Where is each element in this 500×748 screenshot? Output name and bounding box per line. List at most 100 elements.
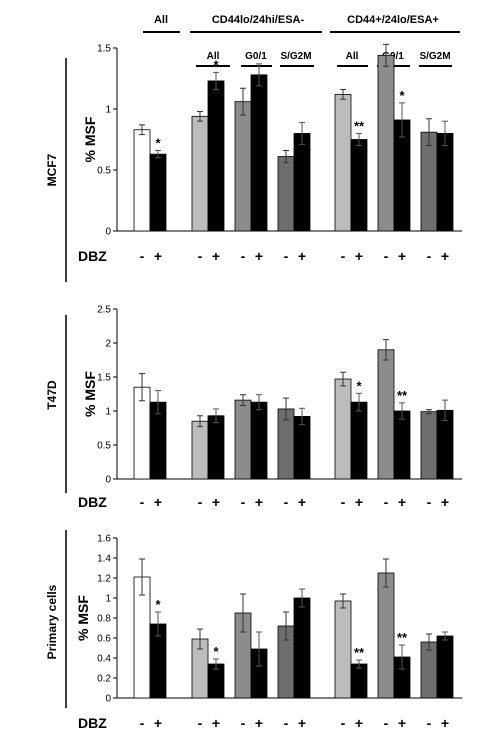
treatment-sign: - — [198, 715, 203, 731]
y-tick-label: 1 — [105, 407, 111, 418]
significance-marker: * — [155, 135, 161, 150]
column-headers: All CD44lo/24hi/ESA- CD44+/24lo/ESA+ All… — [143, 14, 460, 67]
treatment-sign: - — [241, 494, 246, 510]
header-all: All — [154, 14, 168, 26]
treatment-sign: + — [355, 715, 363, 731]
treatment-sign: + — [255, 715, 263, 731]
bar — [250, 401, 268, 480]
y-tick-label: 0.4 — [97, 654, 111, 665]
significance-marker: ** — [397, 630, 408, 645]
significance-marker: * — [356, 378, 362, 393]
bar — [293, 597, 311, 699]
header-group2: CD44+/24lo/ESA+ — [347, 14, 439, 26]
y-tick-label: 0 — [105, 227, 111, 238]
treatment-sign: - — [140, 494, 145, 510]
bar — [250, 74, 268, 232]
treatment-sign: + — [212, 715, 220, 731]
y-tick-label: 0.8 — [97, 614, 111, 625]
bar — [207, 415, 225, 480]
treatment-sign: + — [298, 715, 306, 731]
bar — [334, 378, 352, 480]
treatment-sign: - — [384, 248, 389, 264]
treatment-sign: - — [140, 715, 145, 731]
treatment-sign: + — [298, 494, 306, 510]
treatment-sign: - — [427, 248, 432, 264]
bar — [377, 54, 395, 232]
bar — [293, 416, 311, 480]
bar — [191, 420, 209, 480]
treatment-sign: - — [198, 248, 203, 264]
y-tick-label: 0.5 — [97, 441, 111, 452]
treatment-sign: + — [154, 494, 162, 510]
y-tick-label: 1 — [105, 594, 111, 605]
y-axis-label: % MSF — [82, 371, 98, 417]
y-tick-label: 1.2 — [97, 574, 111, 585]
y-tick-label: 0.5 — [97, 166, 111, 177]
y-axis-label: % MSF — [75, 595, 91, 641]
treatment-sign: + — [255, 248, 263, 264]
treatment-sign: - — [427, 715, 432, 731]
treatment-sign: - — [341, 715, 346, 731]
treatment-sign: + — [441, 248, 449, 264]
panel-label: MCF7 — [45, 153, 59, 186]
treatment-sign: - — [284, 494, 289, 510]
bar — [334, 93, 352, 232]
dbz-label: DBZ — [78, 494, 107, 510]
treatment-sign: + — [154, 248, 162, 264]
sub-label-4: All — [346, 51, 359, 62]
treatment-sign: + — [441, 494, 449, 510]
bar — [133, 129, 151, 232]
sub-label-2: G0/1 — [245, 51, 267, 62]
treatment-sign: + — [212, 248, 220, 264]
panel-label: T47D — [45, 380, 59, 410]
y-tick-label: 1.5 — [97, 373, 111, 384]
bar — [234, 101, 252, 232]
bar — [436, 635, 454, 699]
y-tick-label: 1.6 — [97, 534, 111, 545]
bar — [393, 410, 411, 480]
treatment-sign: - — [284, 715, 289, 731]
dbz-label: DBZ — [78, 715, 107, 731]
bar — [234, 399, 252, 480]
significance-marker: ** — [354, 645, 365, 660]
significance-marker: ** — [354, 118, 365, 133]
treatment-sign: - — [341, 248, 346, 264]
bar — [277, 156, 295, 232]
bar — [149, 153, 167, 232]
treatment-sign: + — [355, 248, 363, 264]
bar — [350, 401, 368, 480]
treatment-sign: + — [355, 494, 363, 510]
significance-marker: * — [155, 597, 161, 612]
bar — [293, 132, 311, 232]
treatment-sign: + — [298, 248, 306, 264]
significance-marker: * — [213, 57, 219, 72]
treatment-sign: + — [154, 715, 162, 731]
bar — [377, 572, 395, 699]
y-tick-label: 1.5 — [97, 44, 111, 55]
treatment-sign: + — [398, 715, 406, 731]
treatment-sign: + — [212, 494, 220, 510]
treatment-sign: + — [255, 494, 263, 510]
y-tick-label: 1 — [105, 105, 111, 116]
bar — [377, 349, 395, 480]
bar — [191, 115, 209, 232]
treatment-sign: - — [427, 494, 432, 510]
treatment-sign: + — [398, 494, 406, 510]
treatment-sign: - — [140, 248, 145, 264]
y-tick-label: 0.2 — [97, 674, 111, 685]
y-tick-label: 0 — [105, 475, 111, 486]
treatment-sign: + — [441, 715, 449, 731]
sub-label-3: S/G2M — [280, 51, 311, 62]
sub-label-1: All — [207, 51, 220, 62]
bar — [350, 139, 368, 232]
treatment-sign: - — [198, 494, 203, 510]
chart-panel-3: Primary cells % MSF 0 0.2 0.4 0.6 0.8 1 1.2 1.4 1.… — [45, 530, 462, 731]
treatment-sign: - — [384, 494, 389, 510]
y-tick-label: 1.4 — [97, 554, 111, 565]
header-group1: CD44lo/24hi/ESA- — [212, 14, 305, 26]
y-tick-label: 2.5 — [97, 305, 111, 316]
dbz-label: DBZ — [78, 248, 107, 264]
